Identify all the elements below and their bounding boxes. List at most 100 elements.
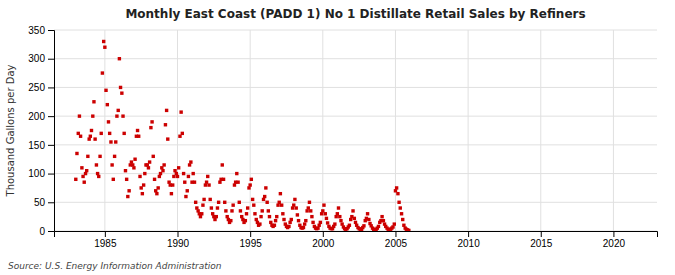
y-axis-tick-mark	[48, 87, 54, 88]
point	[138, 175, 141, 178]
y-axis-tick-label: 100	[28, 168, 45, 179]
point	[98, 155, 101, 158]
point	[177, 166, 180, 169]
point	[189, 160, 192, 163]
point	[133, 158, 136, 161]
point	[150, 120, 153, 123]
point	[238, 201, 241, 204]
x-axis-tick-label: 1985	[94, 238, 117, 249]
point	[182, 172, 185, 175]
point	[89, 135, 92, 138]
point	[121, 114, 124, 117]
y-axis-tick: 200	[28, 111, 54, 122]
point	[201, 203, 204, 206]
point	[333, 222, 336, 225]
point	[194, 201, 197, 204]
grid-line-x	[613, 30, 614, 231]
x-axis-tick-mark	[395, 231, 396, 237]
x-axis-tick-mark	[468, 231, 469, 237]
point	[311, 221, 314, 224]
point	[252, 203, 255, 206]
x-axis-tick-label: 2015	[530, 238, 553, 249]
y-axis-tick: 250	[28, 82, 54, 93]
point	[95, 163, 98, 166]
grid-line-x	[322, 30, 323, 231]
point	[216, 206, 219, 209]
y-axis: 0 50 100 150 200 250 300 350	[28, 25, 54, 237]
point	[162, 163, 165, 166]
point	[280, 203, 283, 206]
point	[176, 175, 179, 178]
y-axis-tick-label: 150	[28, 140, 45, 151]
point	[248, 183, 251, 186]
point	[287, 225, 290, 228]
grid	[54, 30, 657, 231]
point	[187, 175, 190, 178]
point	[325, 217, 328, 220]
point	[259, 215, 262, 218]
y-axis-tick-label: 0	[39, 226, 45, 237]
point	[339, 219, 342, 222]
point	[136, 129, 139, 132]
point	[275, 215, 278, 218]
point	[210, 206, 213, 209]
point	[85, 169, 88, 172]
point	[251, 198, 254, 201]
x-axis-tick-mark	[178, 231, 179, 237]
x-axis-tick-label: 1995	[240, 238, 263, 249]
point	[326, 221, 329, 224]
point	[103, 46, 106, 49]
point	[184, 195, 187, 198]
x-axis-tick: 2000	[312, 231, 335, 249]
x-axis-tick-label: 2000	[312, 238, 335, 249]
point	[108, 132, 111, 135]
point	[274, 219, 277, 222]
point	[83, 180, 86, 183]
point	[114, 140, 117, 143]
y-axis-tick: 350	[28, 25, 54, 36]
point	[377, 225, 380, 228]
grid-line-x	[395, 30, 396, 231]
point	[92, 100, 95, 103]
point	[282, 218, 285, 221]
y-axis-tick-mark	[48, 202, 54, 203]
point	[152, 155, 155, 158]
point	[267, 209, 270, 212]
grid-line-y	[54, 58, 657, 59]
title: Monthly East Coast (PADD 1) No 1 Distill…	[125, 7, 585, 21]
grid-line-y	[54, 116, 657, 117]
grid-line-x	[250, 30, 251, 231]
point	[191, 172, 194, 175]
point	[279, 192, 282, 195]
point	[244, 219, 247, 222]
y-axis-tick: 50	[34, 197, 54, 208]
point	[115, 114, 118, 117]
point	[80, 166, 83, 169]
point	[78, 114, 81, 117]
y-axis-tick-label: 50	[34, 197, 46, 208]
x-axis-tick-mark	[613, 231, 614, 237]
point	[337, 206, 340, 209]
point	[308, 201, 311, 204]
point	[322, 203, 325, 206]
x-axis-tick: 2005	[385, 231, 408, 249]
point	[179, 110, 182, 113]
y-axis-tick-mark	[48, 59, 54, 60]
y-axis-tick: 300	[28, 53, 54, 64]
point	[217, 201, 220, 204]
point	[310, 215, 313, 218]
point	[221, 163, 224, 166]
point	[319, 221, 322, 224]
x-axis-tick-mark	[323, 231, 324, 237]
point	[258, 222, 261, 225]
point	[102, 40, 105, 43]
grid-line-x	[540, 30, 541, 231]
point	[208, 198, 211, 201]
point	[100, 132, 103, 135]
point	[122, 132, 125, 135]
point	[117, 109, 120, 112]
point	[120, 91, 123, 94]
x-axis-tick: 2020	[603, 231, 626, 249]
point	[132, 166, 135, 169]
point	[183, 180, 186, 183]
